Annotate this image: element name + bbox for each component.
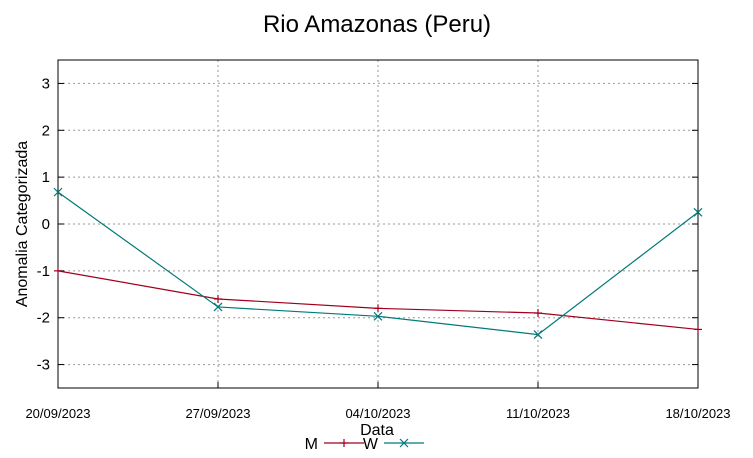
data-point-w (53, 187, 63, 197)
x-axis-label: Data (360, 422, 394, 439)
marker-cross-b (213, 302, 223, 312)
data-point-m (54, 266, 62, 275)
marker-cross-b (53, 187, 63, 197)
data-point-w (373, 311, 383, 321)
y-tick-label: 3 (42, 75, 50, 92)
x-tick-label: 18/10/2023 (665, 406, 730, 421)
data-point-w (213, 302, 223, 312)
series-line-w (57, 191, 699, 336)
y-tick-label: 2 (42, 122, 50, 139)
marker-cross-b (693, 207, 703, 217)
x-tick-label: 11/10/2023 (506, 406, 570, 421)
data-point-m (534, 309, 542, 318)
x-axis-ticks: 20/09/2023 27/09/2023 04/10/2023 11/10/2023… (25, 382, 731, 421)
y-tick-label: -3 (37, 357, 50, 374)
y-tick-label: 1 (42, 169, 50, 186)
data-point-m (694, 325, 702, 334)
y-tick-label: -1 (37, 263, 50, 280)
legend-label-w: W (363, 436, 379, 453)
x-tick-label: 20/09/2023 (25, 406, 90, 421)
legend-label-m: M (305, 436, 318, 453)
y-axis-ticks: -3 -2 -1 0 1 2 3 (37, 75, 698, 374)
data-point-m (214, 294, 222, 303)
y-axis-label: Anomalia Categorizada (14, 141, 31, 307)
legend-marker-m (340, 439, 348, 447)
series-layer (53, 187, 703, 340)
x-tick-label: 04/10/2023 (345, 406, 410, 421)
marker-cross-b (399, 438, 409, 448)
x-tick-label: 27/09/2023 (185, 406, 250, 421)
y-tick-label: -2 (37, 310, 50, 327)
chart-title: Rio Amazonas (Peru) (263, 11, 491, 38)
marker-cross-b (373, 311, 383, 321)
data-point-m (374, 304, 382, 313)
y-tick-label: 0 (42, 216, 50, 233)
marker-cross-b (533, 330, 543, 340)
legend-marker-w (399, 438, 409, 448)
grid-lines (58, 60, 698, 388)
data-point-w (533, 330, 543, 340)
data-point-w (693, 207, 703, 217)
